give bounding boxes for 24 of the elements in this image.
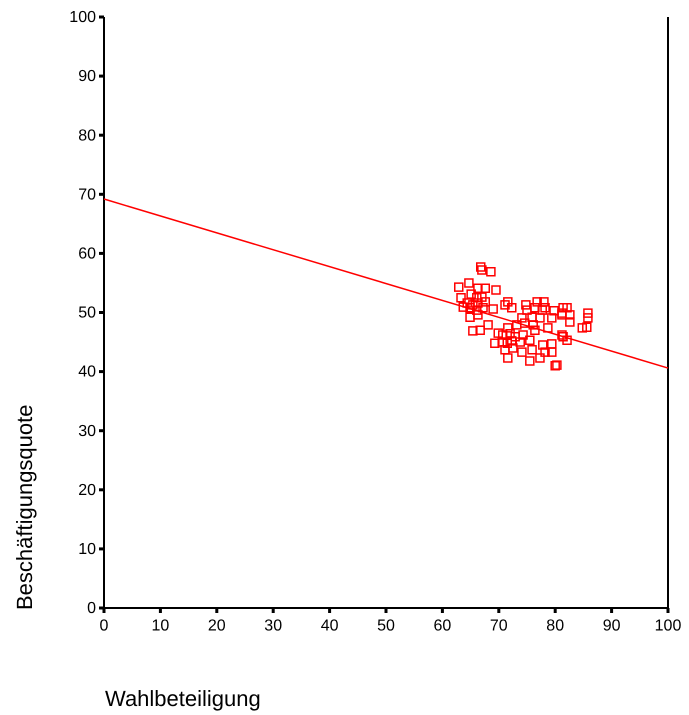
y-tick-label: 100 — [69, 9, 96, 26]
x-tick-label: 30 — [264, 617, 282, 634]
y-tick-label: 0 — [87, 600, 96, 618]
y-tick-label: 60 — [78, 246, 96, 263]
y-tick-label: 80 — [78, 127, 96, 144]
x-tick-label: 40 — [320, 617, 339, 634]
x-tick-label: 50 — [377, 617, 395, 634]
y-axis-title: Beschäftigungsquote — [12, 404, 37, 610]
y-tick-label: 40 — [78, 364, 96, 381]
x-tick-label: 60 — [434, 617, 452, 634]
x-axis-title: Wahlbeteiligung — [105, 686, 261, 711]
x-tick-label: 80 — [546, 617, 564, 634]
x-tick-label: 100 — [654, 617, 682, 634]
x-tick-label: 10 — [152, 617, 170, 634]
y-tick-label: 70 — [78, 186, 96, 204]
x-tick-label: 70 — [490, 617, 508, 634]
x-tick-label: 90 — [602, 617, 621, 634]
y-tick-label: 10 — [78, 541, 96, 558]
y-tick-label: 90 — [78, 68, 96, 86]
y-tick-label: 50 — [78, 304, 96, 322]
y-tick-label: 20 — [78, 482, 96, 499]
x-tick-label: 20 — [208, 617, 226, 634]
x-tick-label: 0 — [100, 617, 109, 634]
y-tick-label: 30 — [78, 422, 96, 440]
